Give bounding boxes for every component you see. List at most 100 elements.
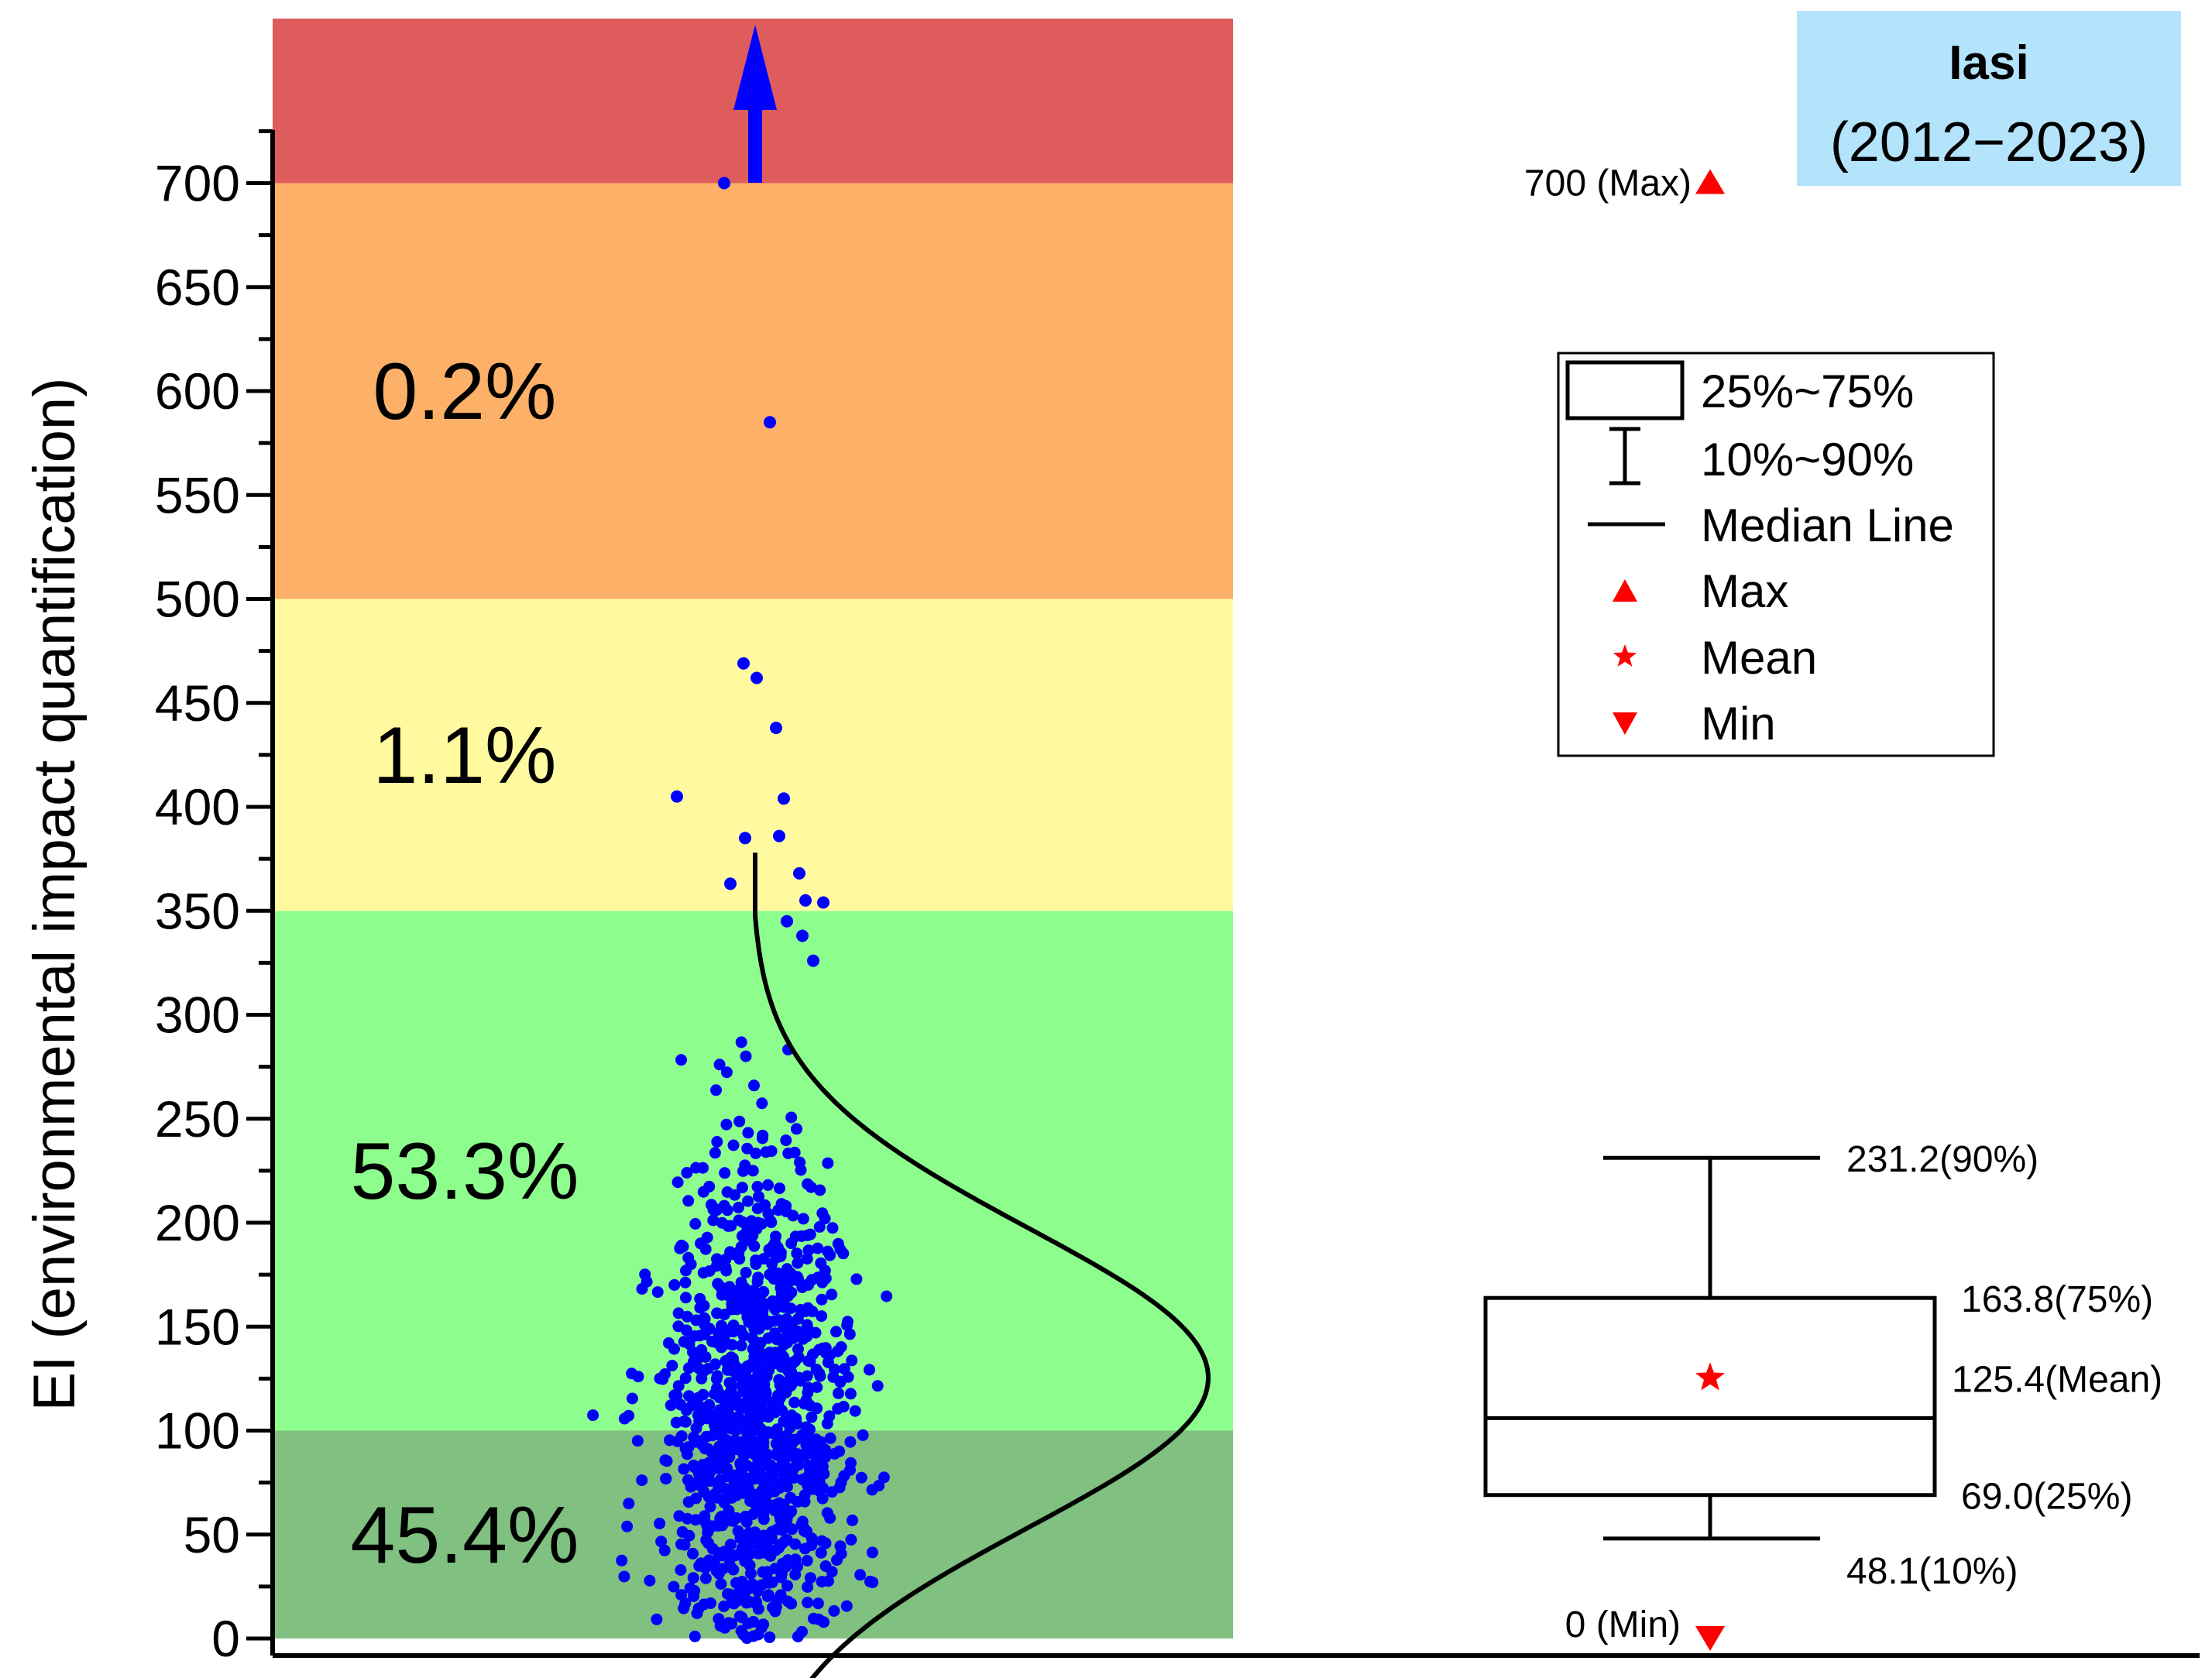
data-point [824, 1432, 836, 1444]
data-point [771, 1251, 783, 1264]
data-point [616, 1554, 628, 1566]
data-point [679, 1276, 692, 1289]
data-point [768, 1315, 781, 1327]
data-point [751, 1203, 764, 1215]
legend-item-label: Mean [1701, 632, 1817, 684]
data-point [785, 1302, 797, 1315]
data-point [751, 1501, 764, 1514]
data-point [701, 1460, 713, 1472]
data-point [769, 1563, 781, 1575]
data-point [702, 1491, 715, 1503]
data-point [751, 1181, 764, 1192]
data-point [685, 1399, 698, 1412]
data-point [688, 1431, 700, 1443]
data-point [801, 1253, 813, 1265]
data-point [694, 1292, 706, 1305]
outlier-point [793, 866, 805, 880]
data-point [734, 1459, 747, 1471]
data-point [857, 1429, 869, 1441]
data-point [710, 1084, 722, 1096]
data-point [743, 1483, 755, 1495]
legend-max-triangle-icon [1613, 579, 1637, 602]
data-point [696, 1402, 708, 1414]
data-point [854, 1569, 867, 1581]
data-point [871, 1380, 884, 1392]
data-point [740, 1267, 752, 1278]
data-point [727, 1469, 740, 1481]
data-point [678, 1602, 690, 1615]
data-point [744, 1440, 757, 1453]
data-point [742, 1618, 754, 1629]
data-point [730, 1549, 741, 1562]
data-point [774, 1433, 786, 1445]
data-point [621, 1520, 634, 1532]
outlier-point [796, 929, 809, 942]
data-point [769, 1237, 781, 1249]
y-tick-label: 200 [155, 1194, 240, 1251]
legend-item-label: 10%~90% [1701, 434, 1914, 486]
data-point [752, 1271, 764, 1284]
data-point [794, 1156, 806, 1168]
y-tick-label: 50 [184, 1506, 240, 1563]
data-point [712, 1278, 724, 1290]
legend-item-label: Median Line [1701, 499, 1954, 551]
data-point [711, 1136, 723, 1148]
data-point [688, 1590, 699, 1602]
legend-item-label: 25%~75% [1701, 365, 1914, 417]
data-point [804, 1399, 816, 1412]
data-point [756, 1097, 768, 1110]
y-tick-label: 700 [155, 155, 240, 212]
data-point [775, 1282, 787, 1294]
data-point [727, 1321, 740, 1333]
data-point [713, 1413, 725, 1426]
annotation-max: 700 (Max) [1524, 163, 1692, 204]
data-point [823, 1575, 834, 1587]
y-tick-label: 300 [155, 987, 240, 1044]
legend-frame [1557, 352, 1995, 757]
data-point [716, 1450, 729, 1463]
data-point [672, 1380, 685, 1392]
data-point [792, 1459, 805, 1471]
data-point [714, 1620, 726, 1632]
outlier-point [718, 177, 730, 190]
data-point [677, 1240, 689, 1253]
data-point [740, 1306, 752, 1318]
data-point [781, 1554, 794, 1566]
data-point [801, 1555, 813, 1566]
data-point [679, 1372, 692, 1385]
data-point [683, 1529, 696, 1542]
data-point [845, 1533, 857, 1546]
data-point [727, 1139, 740, 1151]
data-point [672, 1320, 685, 1333]
data-point [675, 1398, 687, 1411]
y-tick-label: 500 [155, 571, 240, 628]
data-point [815, 1257, 827, 1269]
outlier-point [739, 832, 751, 845]
outlier-point [764, 416, 776, 429]
data-point [760, 1388, 772, 1400]
data-point [842, 1316, 854, 1328]
data-point [823, 1349, 836, 1361]
data-point [678, 1539, 691, 1551]
data-point [718, 1601, 730, 1612]
data-point [672, 1176, 684, 1189]
data-point [688, 1460, 699, 1471]
data-point [807, 1348, 819, 1361]
data-point [778, 1415, 790, 1428]
data-point [785, 1380, 797, 1392]
data-point [731, 1411, 744, 1423]
data-point [805, 1532, 818, 1545]
data-point [764, 1631, 776, 1643]
y-tick-label: 100 [155, 1402, 240, 1460]
data-point [680, 1292, 692, 1304]
data-point [678, 1336, 690, 1348]
y-tick-label: 650 [155, 259, 240, 316]
data-point [720, 1398, 732, 1410]
data-point [804, 1572, 816, 1584]
data-point [730, 1577, 742, 1589]
data-point [689, 1218, 702, 1230]
data-point [767, 1473, 778, 1485]
data-point [664, 1434, 676, 1446]
data-point [683, 1390, 695, 1402]
data-point [678, 1463, 690, 1475]
